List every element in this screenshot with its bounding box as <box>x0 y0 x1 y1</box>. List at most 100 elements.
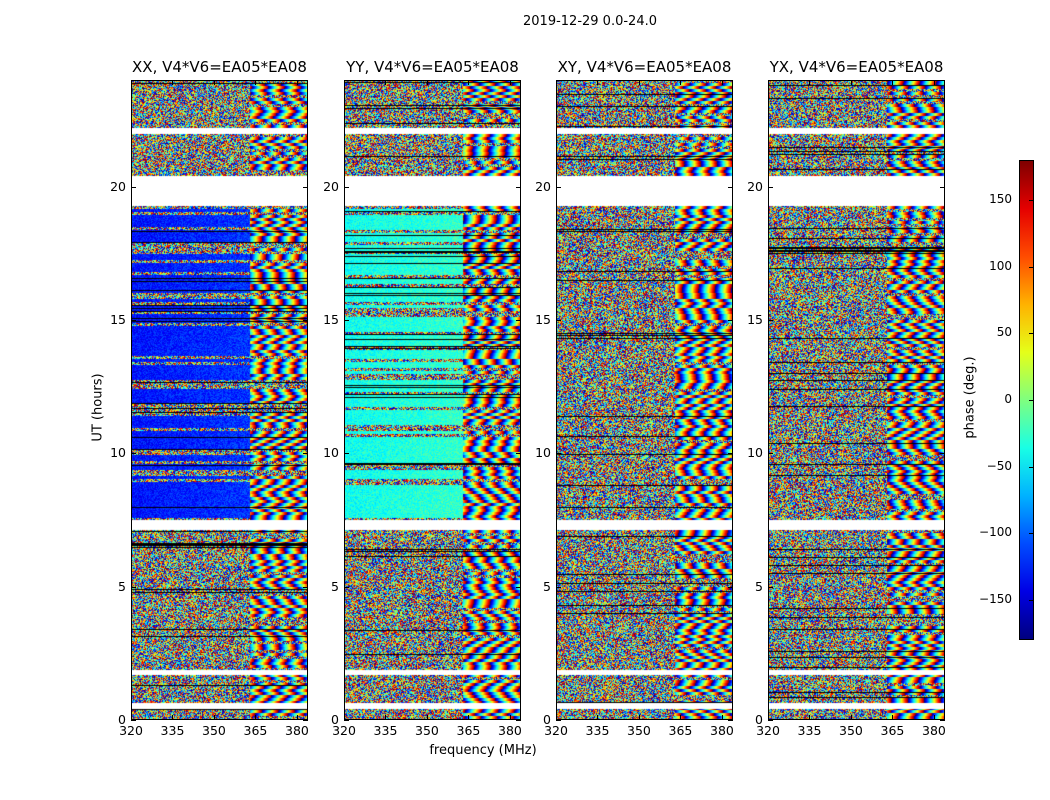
phase-heatmap <box>768 80 945 720</box>
x-tick-mark <box>638 80 640 85</box>
y-tick-label: 5 <box>755 578 763 594</box>
x-tick-mark <box>296 715 298 720</box>
x-tick-mark <box>131 80 132 85</box>
y-tick-mark <box>303 453 308 455</box>
y-tick-label: 5 <box>543 578 551 594</box>
y-tick-mark <box>131 186 136 188</box>
y-tick-mark <box>344 320 349 321</box>
y-tick-mark <box>303 186 308 188</box>
x-tick-mark <box>426 715 428 720</box>
y-tick-label: 10 <box>535 445 551 461</box>
x-tick-label: 380 <box>498 723 522 738</box>
x-tick-label: 350 <box>202 723 226 738</box>
x-tick-mark <box>131 715 132 720</box>
y-tick-mark <box>516 453 521 455</box>
y-tick-mark <box>303 720 308 721</box>
x-tick-label: 350 <box>415 723 439 738</box>
panel-title: XX, V4*V6=EA05*EA08 <box>132 58 307 76</box>
y-tick-mark <box>344 453 349 455</box>
x-tick-mark <box>850 715 852 720</box>
panel-title: YY, V4*V6=EA05*EA08 <box>346 58 519 76</box>
y-tick-label: 10 <box>323 445 339 461</box>
y-tick-mark <box>768 186 773 188</box>
colorbar-tick-label: −150 <box>979 592 1012 606</box>
y-tick-mark <box>516 720 521 721</box>
panel-2: XY, V4*V6=EA05*EA08 0 5 10 15 20 320 335 350 365 3… <box>535 58 734 738</box>
x-tick-mark <box>933 80 935 85</box>
y-tick-label: 20 <box>110 178 126 194</box>
y-tick-label: 15 <box>110 312 126 327</box>
y-tick-label: 0 <box>118 712 126 727</box>
colorbar-tick-mark <box>1029 333 1034 335</box>
y-tick-mark <box>940 320 945 321</box>
x-tick-label: 335 <box>160 723 185 738</box>
x-tick-label: 380 <box>285 723 309 738</box>
y-tick-mark <box>516 320 521 321</box>
y-tick-mark <box>940 720 945 721</box>
x-tick-mark <box>892 715 894 720</box>
x-tick-mark <box>638 715 640 720</box>
y-tick-mark <box>131 586 136 588</box>
y-tick-mark <box>940 586 945 588</box>
y-tick-mark <box>344 586 349 588</box>
y-tick-mark <box>768 720 773 721</box>
y-tick-mark <box>556 720 561 721</box>
y-tick-label: 15 <box>747 312 763 327</box>
y-tick-mark <box>344 720 349 721</box>
x-tick-mark <box>556 715 557 720</box>
figure-title: 2019-12-29 0.0-24.0 <box>523 14 657 29</box>
axes-frame <box>556 80 733 720</box>
x-tick-label: 335 <box>585 723 610 738</box>
y-tick-label: 15 <box>323 312 339 327</box>
y-tick-mark <box>940 186 945 188</box>
y-tick-mark <box>556 320 561 321</box>
x-tick-label: 380 <box>710 723 734 738</box>
x-tick-label: 320 <box>544 723 568 738</box>
x-tick-label: 320 <box>756 723 780 738</box>
x-tick-mark <box>213 715 215 720</box>
x-tick-label: 320 <box>119 723 143 738</box>
x-tick-label: 380 <box>922 723 946 738</box>
x-tick-mark <box>809 80 811 85</box>
x-tick-mark <box>597 715 599 720</box>
y-tick-mark <box>556 186 561 188</box>
phase-heatmap <box>131 80 308 720</box>
y-tick-label: 0 <box>543 712 551 727</box>
panel-1: YY, V4*V6=EA05*EA08 0 5 10 15 20 320 335 350 365 3… <box>323 58 522 738</box>
x-tick-mark <box>385 80 387 85</box>
colorbar-tick-label: −50 <box>986 458 1012 473</box>
colorbar-label: phase (deg.) <box>962 356 978 439</box>
colorbar-tick-mark <box>1029 466 1034 468</box>
panel-3: YX, V4*V6=EA05*EA08 0 5 10 15 20 320 335 350 365 3… <box>747 58 946 738</box>
colorbar-tick-mark <box>1029 200 1034 201</box>
y-tick-label: 5 <box>331 578 339 594</box>
x-tick-mark <box>597 80 599 85</box>
x-tick-mark <box>344 715 345 720</box>
colorbar-tick-label: −100 <box>979 525 1012 540</box>
x-tick-mark <box>255 715 257 720</box>
x-tick-mark <box>385 715 387 720</box>
y-tick-mark <box>303 586 308 588</box>
axes-frame <box>768 80 945 720</box>
x-tick-mark <box>680 80 682 85</box>
y-tick-mark <box>768 320 773 321</box>
colorbar-tick-mark <box>1029 266 1034 268</box>
x-tick-mark <box>468 80 470 85</box>
y-tick-mark <box>768 453 773 455</box>
y-tick-label: 0 <box>331 712 339 727</box>
x-tick-mark <box>426 80 428 85</box>
colorbar-tick-label: 100 <box>989 258 1012 273</box>
y-tick-mark <box>344 186 349 188</box>
y-axis-label: UT (hours) <box>90 373 106 442</box>
x-tick-mark <box>509 715 511 720</box>
colorbar-tick-mark <box>1029 533 1034 535</box>
y-tick-mark <box>768 586 773 588</box>
x-tick-label: 350 <box>839 723 863 738</box>
y-tick-mark <box>516 186 521 188</box>
panel-title: XY, V4*V6=EA05*EA08 <box>557 58 732 76</box>
x-tick-mark <box>344 80 345 85</box>
y-tick-label: 20 <box>323 178 339 194</box>
y-tick-mark <box>131 320 136 321</box>
x-tick-label: 335 <box>373 723 398 738</box>
x-tick-mark <box>850 80 852 85</box>
